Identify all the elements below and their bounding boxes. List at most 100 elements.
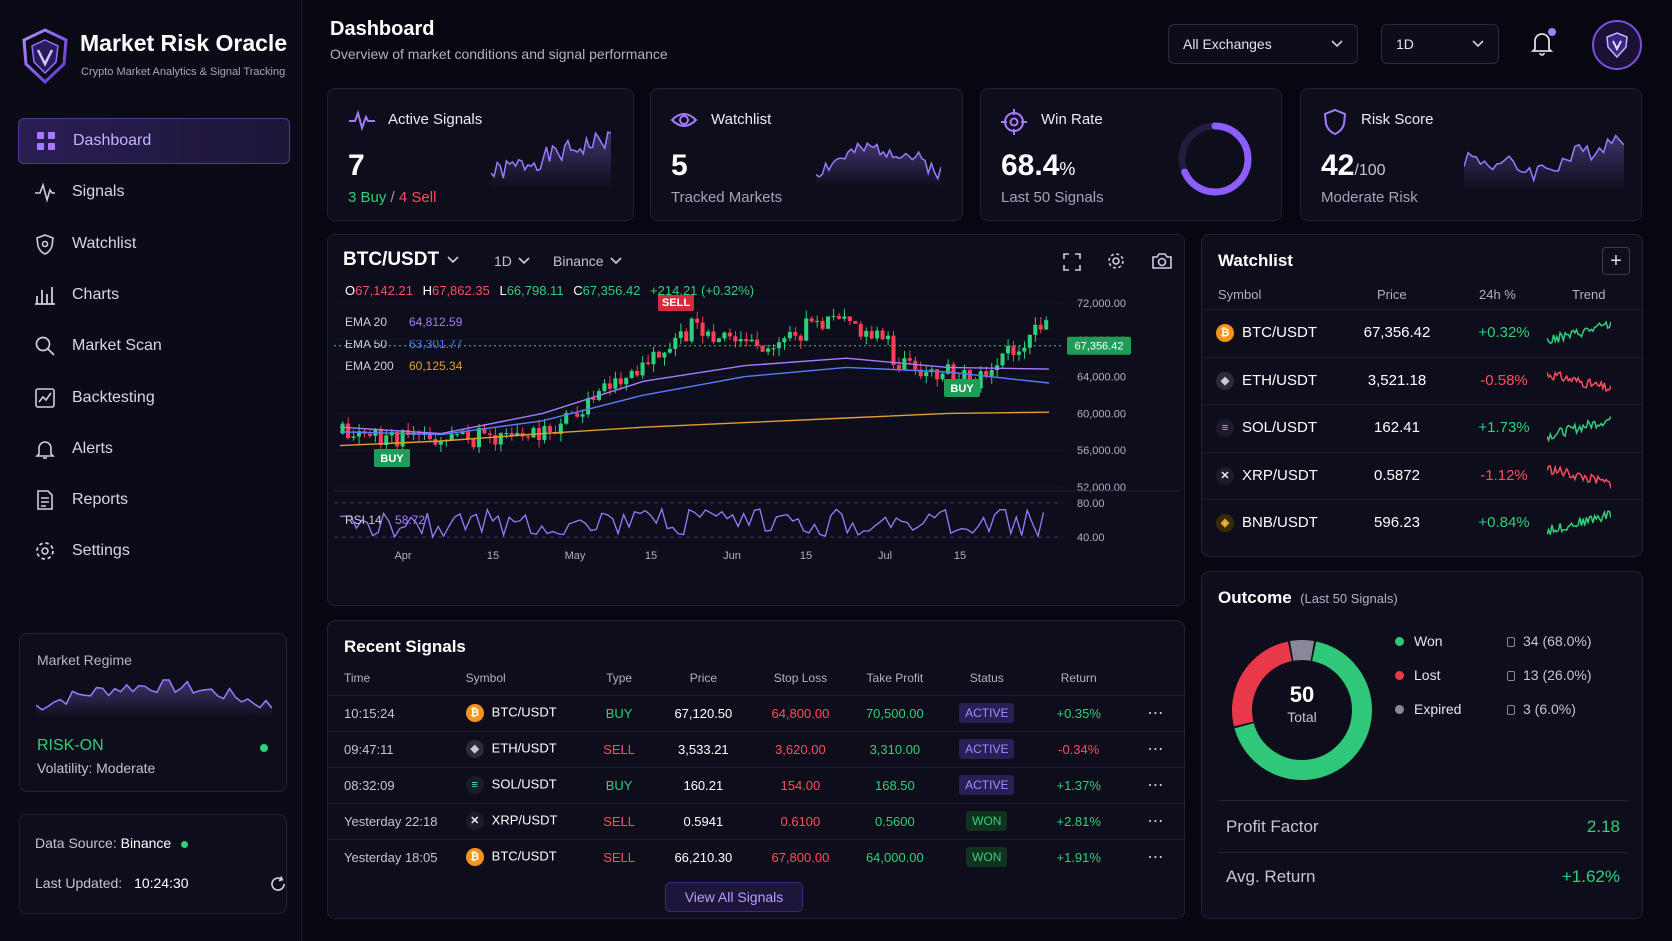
kpi-active-signals[interactable]: Active Signals 7 3 Buy / 4 Sell	[327, 88, 634, 221]
sidebar-item-market-scan[interactable]: Market Scan	[18, 323, 290, 369]
sidebar-item-signals[interactable]: Signals	[18, 169, 290, 215]
legend-label: Lost	[1414, 667, 1441, 683]
signal-stop-loss: 64,800.00	[751, 694, 849, 731]
signal-price: 0.5941	[654, 802, 752, 839]
data-source-card: Data Source: Binance Last Updated: 10:24…	[19, 814, 287, 914]
kpi-watchlist[interactable]: Watchlist 5 Tracked Markets	[650, 88, 963, 221]
chevron-down-icon	[518, 257, 530, 265]
sidebar-item-dashboard[interactable]: Dashboard	[18, 118, 290, 164]
table-row[interactable]: 08:32:09 ≡ SOL/USDT BUY 160.21 154.00 168.50 AC…	[328, 766, 1186, 803]
candle-body	[607, 383, 612, 389]
candle-body	[722, 332, 727, 339]
watch-price: 67,356.42	[1363, 324, 1431, 341]
x-tick-label: 15	[954, 550, 966, 562]
sidebar-item-label: Backtesting	[72, 388, 155, 406]
watchlist-row[interactable]: ≡ SOL/USDT 162.41 +1.73%	[1202, 404, 1644, 451]
buy-marker-label: BUY	[950, 383, 974, 395]
signal-return: +1.91%	[1032, 838, 1125, 875]
signal-take-profit: 64,000.00	[848, 838, 941, 875]
ema-50-row: EMA 50 63,301.77	[345, 333, 462, 355]
sidebar-item-charts[interactable]: Charts	[18, 272, 290, 318]
more-options-icon[interactable]: ⋯	[1124, 694, 1186, 731]
col-24h: 24h %	[1479, 287, 1516, 302]
legend-label: Won	[1414, 633, 1443, 649]
candle-body	[667, 348, 672, 353]
legend-dot	[1395, 637, 1404, 646]
donut-slice-won	[1234, 641, 1372, 780]
sidebar-item-watchlist[interactable]: Watchlist	[18, 221, 290, 267]
trend-sparkline	[1547, 463, 1611, 489]
camera-icon[interactable]	[1151, 252, 1173, 270]
candle-body	[804, 318, 809, 341]
kpi-win-rate[interactable]: Win Rate 68.4% Last 50 Signals	[980, 88, 1282, 221]
candle-body	[564, 412, 569, 424]
watch-change: +0.32%	[1478, 324, 1530, 341]
rsi-tick-label: 40.00	[1077, 532, 1105, 544]
watchlist-row[interactable]: ₿ BTC/USDT 67,356.42 +0.32%	[1202, 309, 1644, 356]
col-type: Type	[606, 670, 633, 685]
table-row[interactable]: 10:15:24 ₿ BTC/USDT BUY 67,120.50 64,800.00 70…	[328, 694, 1186, 731]
candle-body	[1000, 353, 1005, 366]
table-row[interactable]: Yesterday 22:18 ✕ XRP/USDT SELL 0.5941 0.6100…	[328, 802, 1186, 839]
candle-body	[880, 330, 885, 340]
more-options-icon[interactable]: ⋯	[1124, 802, 1186, 839]
kpi-value: 42	[1321, 149, 1355, 182]
candle-body	[613, 378, 618, 389]
avatar-shield-icon	[1606, 32, 1628, 58]
more-options-icon[interactable]: ⋯	[1124, 838, 1186, 875]
watchlist-row[interactable]: ◆ ETH/USDT 3,521.18 -0.58%	[1202, 356, 1644, 404]
more-options-icon[interactable]: ⋯	[1124, 766, 1186, 803]
xrp-coin-icon: ✕	[465, 812, 484, 830]
profit-factor-label: Profit Factor	[1226, 817, 1319, 836]
watch-change: -1.12%	[1480, 466, 1528, 484]
regime-sparkline	[36, 679, 272, 718]
table-row[interactable]: 09:47:11 ◆ ETH/USDT SELL 3,533.21 3,620.00 3,3…	[328, 730, 1186, 767]
watch-price: 162.41	[1374, 419, 1420, 436]
sidebar-item-settings[interactable]: Settings	[18, 528, 290, 574]
watch-symbol: BTC/USDT	[1242, 324, 1317, 341]
refresh-icon[interactable]	[269, 875, 287, 893]
sidebar-item-backtesting[interactable]: Backtesting	[18, 375, 290, 421]
notification-bell-icon[interactable]	[1528, 28, 1558, 58]
rsi-tick-label: 80.00	[1077, 498, 1105, 510]
candle-body	[684, 331, 689, 342]
donut-total-label: Total	[1287, 709, 1317, 725]
buy-marker	[944, 379, 980, 397]
table-row[interactable]: Yesterday 18:05 ₿ BTC/USDT SELL 66,210.30 67,…	[328, 838, 1186, 875]
watchlist-row[interactable]: ✕ XRP/USDT 0.5872 -1.12%	[1202, 451, 1644, 499]
watchlist-row[interactable]: ◈ BNB/USDT 596.23 +0.84%	[1202, 499, 1644, 546]
chart-timeframe-select[interactable]: 1D	[494, 253, 530, 269]
candle-body	[656, 351, 661, 358]
chart-exchange-select[interactable]: Binance	[553, 253, 622, 269]
pair-select[interactable]: BTC/USDT	[343, 249, 459, 271]
candle-body	[558, 423, 563, 434]
signals-table: Time Symbol Type Price Stop Loss Take Profit S…	[328, 661, 1186, 875]
candlestick-chart[interactable]: 72,000.0068,000.0064,000.0060,000.0056,0…	[328, 295, 1186, 607]
signal-take-profit: 168.50	[848, 766, 941, 803]
ema-20-row: EMA 20 64,812.59	[345, 311, 462, 333]
x-tick-label: 15	[487, 550, 499, 562]
add-watchlist-button[interactable]: +	[1602, 247, 1630, 275]
more-options-icon[interactable]: ⋯	[1124, 730, 1186, 767]
view-all-signals-button[interactable]: View All Signals	[665, 882, 803, 912]
signal-take-profit: 70,500.00	[848, 694, 941, 731]
chart-settings-gear-icon[interactable]	[1106, 251, 1126, 271]
candle-body	[776, 342, 781, 349]
sidebar-item-alerts[interactable]: Alerts	[18, 426, 290, 472]
status-badge: WON	[966, 811, 1008, 831]
grid-icon	[37, 132, 55, 150]
user-avatar[interactable]	[1592, 20, 1642, 70]
exchange-select[interactable]: All Exchanges	[1168, 24, 1358, 64]
sidebar-item-reports[interactable]: Reports	[18, 477, 290, 523]
signal-symbol: SOL/USDT	[491, 776, 557, 792]
kpi-risk-score[interactable]: Risk Score 42/100 Moderate Risk	[1300, 88, 1642, 221]
candle-body	[438, 441, 443, 445]
status-badge: ACTIVE	[959, 739, 1015, 759]
xrp-coin-icon: ✕	[1216, 466, 1234, 485]
fullscreen-icon[interactable]	[1062, 252, 1082, 272]
candle-body	[1011, 346, 1016, 355]
recent-signals-card: Recent Signals Time Symbol Type Price Stop L…	[327, 620, 1186, 919]
candle-body	[547, 426, 552, 432]
outcome-card: Outcome (Last 50 Signals) 50 Total Profi…	[1201, 571, 1643, 919]
timeframe-select[interactable]: 1D	[1381, 24, 1499, 64]
